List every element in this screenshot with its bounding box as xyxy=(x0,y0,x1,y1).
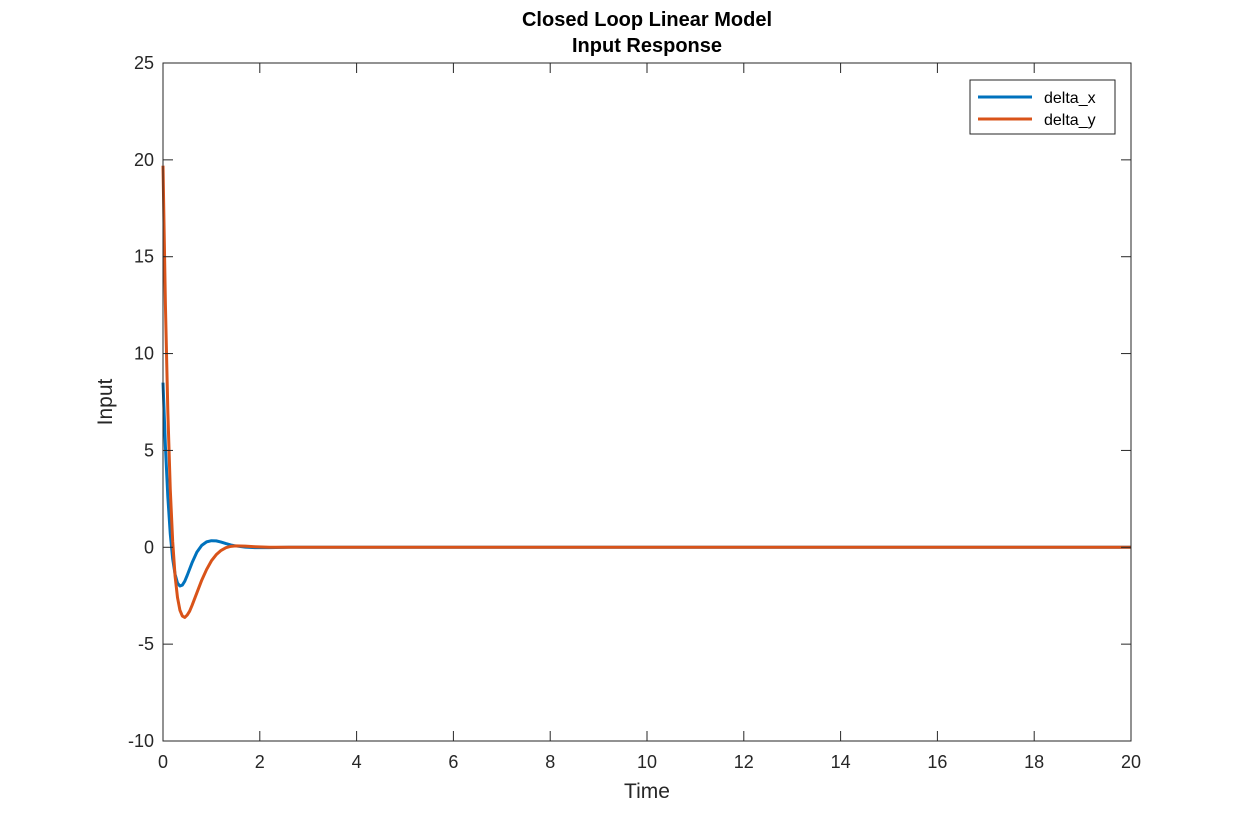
x-tick-label: 18 xyxy=(1024,752,1044,772)
legend-label-delta-x: delta_x xyxy=(1044,90,1096,107)
x-tick-label: 20 xyxy=(1121,752,1141,772)
series-line-delta-y xyxy=(161,165,1131,619)
y-tick-label: 0 xyxy=(144,537,154,557)
axes-box xyxy=(162,62,1132,742)
x-tick-labels: 0 2 4 6 8 10 12 14 16 18 20 xyxy=(158,752,1141,772)
y-axis-label: Input xyxy=(94,378,117,425)
y-tick-label: 15 xyxy=(134,247,154,267)
x-tick-label: 8 xyxy=(545,752,555,772)
legend-box xyxy=(969,79,1116,135)
y-tick-label: 5 xyxy=(144,440,154,460)
x-tick-label: 16 xyxy=(927,752,947,772)
x-tick-label: 14 xyxy=(831,752,851,772)
x-tick-label: 6 xyxy=(448,752,458,772)
legend-label-delta-y: delta_y xyxy=(1044,112,1096,129)
x-axis-label: Time xyxy=(624,780,670,803)
y-tick-label: -10 xyxy=(128,731,154,751)
x-tick-label: 0 xyxy=(158,752,168,772)
plot-area xyxy=(163,63,1131,741)
x-tick-label: 2 xyxy=(255,752,265,772)
y-tick-label: 20 xyxy=(134,150,154,170)
chart-subtitle: Input Response xyxy=(572,35,722,57)
chart-title: Closed Loop Linear Model xyxy=(522,9,772,31)
legend: delta_x delta_y xyxy=(969,79,1116,135)
y-tick-label: 25 xyxy=(134,53,154,73)
series-group xyxy=(161,165,1131,619)
x-tick-label: 4 xyxy=(352,752,362,772)
y-tick-labels: -10 -5 0 5 10 15 20 25 xyxy=(128,53,154,751)
y-tick-label: -5 xyxy=(138,634,154,654)
x-tick-label: 12 xyxy=(734,752,754,772)
y-tick-label: 10 xyxy=(134,344,154,364)
x-tick-label: 10 xyxy=(637,752,657,772)
